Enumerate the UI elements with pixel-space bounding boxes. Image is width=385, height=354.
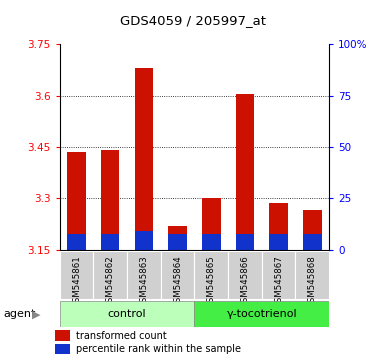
Bar	[55, 331, 70, 341]
Text: control: control	[108, 309, 146, 319]
Bar	[228, 251, 262, 299]
Text: GSM545864: GSM545864	[173, 255, 182, 308]
Bar	[60, 301, 194, 327]
Bar	[67, 152, 86, 250]
Bar	[101, 234, 119, 250]
Text: GSM545861: GSM545861	[72, 255, 81, 308]
Bar	[168, 234, 187, 250]
Text: transformed count: transformed count	[75, 331, 166, 341]
Bar	[236, 94, 254, 250]
Bar	[194, 251, 228, 299]
Text: GSM545865: GSM545865	[207, 255, 216, 308]
Bar	[270, 203, 288, 250]
Bar	[135, 231, 153, 250]
Bar	[194, 301, 329, 327]
Bar	[202, 198, 221, 250]
Text: GSM545867: GSM545867	[274, 255, 283, 308]
Bar	[67, 234, 86, 250]
Text: agent: agent	[4, 309, 36, 319]
Bar	[60, 251, 93, 299]
Bar	[55, 344, 70, 354]
Bar	[270, 234, 288, 250]
Text: GSM545862: GSM545862	[106, 255, 115, 308]
Text: ▶: ▶	[32, 309, 41, 319]
Bar	[93, 251, 127, 299]
Bar	[296, 251, 329, 299]
Bar	[303, 210, 321, 250]
Bar	[135, 68, 153, 250]
Bar	[303, 234, 321, 250]
Bar	[262, 251, 296, 299]
Text: GDS4059 / 205997_at: GDS4059 / 205997_at	[119, 14, 266, 27]
Text: GSM545866: GSM545866	[241, 255, 249, 308]
Bar	[127, 251, 161, 299]
Text: percentile rank within the sample: percentile rank within the sample	[75, 344, 241, 354]
Bar	[161, 251, 194, 299]
Bar	[236, 234, 254, 250]
Bar	[168, 225, 187, 250]
Text: GSM545868: GSM545868	[308, 255, 317, 308]
Text: GSM545863: GSM545863	[139, 255, 148, 308]
Text: γ-tocotrienol: γ-tocotrienol	[226, 309, 297, 319]
Bar	[202, 234, 221, 250]
Bar	[101, 150, 119, 250]
